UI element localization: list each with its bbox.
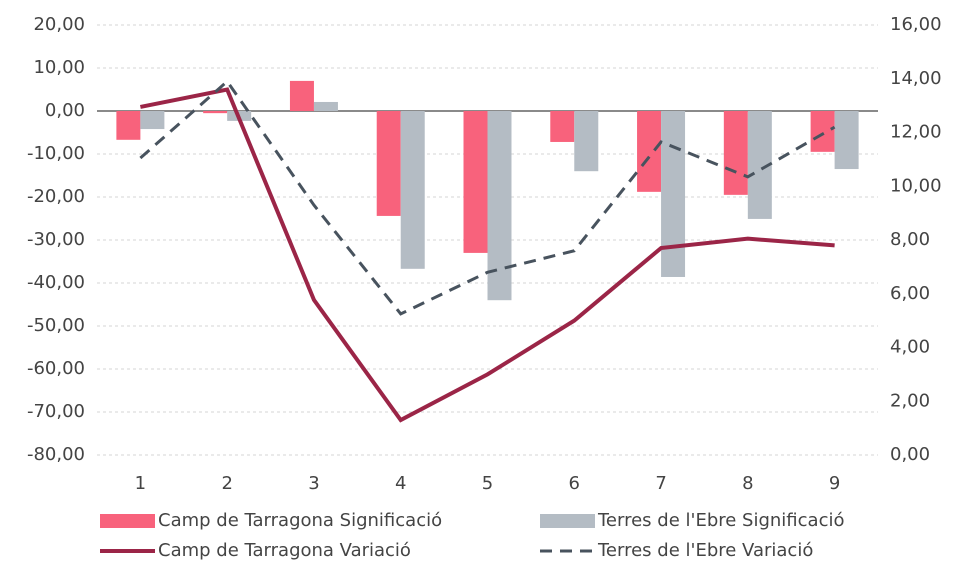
y2-tick-label: 8,00 [890,229,930,250]
x-tick-label: 3 [308,473,319,494]
y-tick-label: -20,00 [27,186,85,207]
y-tick-label: -80,00 [27,444,85,465]
bar [834,111,859,170]
legend-label: Camp de Tarragona Significació [158,510,442,531]
x-tick-label: 2 [221,473,232,494]
y2-tick-label: 12,00 [890,122,942,143]
bar [400,111,425,269]
y-tick-label: -50,00 [27,315,85,336]
bar [289,80,314,111]
bar [550,111,575,142]
y-tick-label: -30,00 [27,229,85,250]
x-tick-label: 6 [569,473,580,494]
bar [203,111,228,114]
y-tick-label: 0,00 [45,100,85,121]
bar [810,111,835,152]
y-tick-label: 10,00 [33,57,85,78]
bar [376,111,401,216]
y-tick-label: -60,00 [27,358,85,379]
legend-label: Terres de l'Ebre Significació [597,510,844,531]
legend-swatch [540,514,595,528]
y2-tick-label: 4,00 [890,337,930,358]
legend-label: Terres de l'Ebre Variació [597,540,813,561]
y2-tick-label: 10,00 [890,175,942,196]
x-tick-label: 7 [655,473,666,494]
y-tick-label: -70,00 [27,401,85,422]
y2-tick-label: 16,00 [890,14,942,35]
y-tick-label: -10,00 [27,143,85,164]
y-tick-label: 20,00 [33,14,85,35]
legend-swatch [100,514,155,528]
bar [463,111,488,253]
y2-tick-label: 0,00 [890,444,930,465]
y2-tick-label: 14,00 [890,68,942,89]
x-tick-label: 9 [829,473,840,494]
y-tick-label: -40,00 [27,272,85,293]
bar [116,111,141,140]
legend-label: Camp de Tarragona Variació [158,540,411,561]
line-series [139,87,835,423]
y2-tick-label: 6,00 [890,283,930,304]
y2-tick-label: 2,00 [890,390,930,411]
x-tick-label: 4 [395,473,406,494]
x-tick-label: 8 [742,473,753,494]
x-tick-label: 5 [482,473,493,494]
bar [574,111,599,172]
x-tick-label: 1 [135,473,146,494]
bar [637,111,662,192]
bar [723,111,748,195]
bar [661,111,686,277]
bar [140,111,165,130]
bar [313,101,338,111]
line-series [139,79,836,316]
